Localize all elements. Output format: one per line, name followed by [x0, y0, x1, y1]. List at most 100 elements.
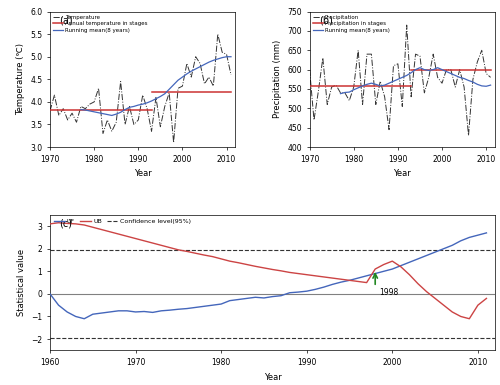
- X-axis label: Year: Year: [394, 169, 411, 178]
- Precipitation: [382, 94, 388, 99]
- Temperature: [148, 129, 154, 134]
- Running mean(8 years): [466, 78, 471, 83]
- Running mean(8 years): [100, 111, 106, 116]
- Running mean(8 years): [122, 107, 128, 112]
- Running mean(8 years): [206, 60, 212, 64]
- Temperature: [104, 118, 110, 122]
- UF: [484, 231, 490, 235]
- Precipitation: [373, 102, 379, 107]
- Precipitation: [324, 102, 330, 107]
- Precipitation: [461, 85, 467, 89]
- Precipitation: [342, 90, 348, 95]
- Precipitation: [417, 54, 423, 59]
- Temperature: [100, 131, 106, 136]
- Legend: UF, UB, Confidence level(95%): UF, UB, Confidence level(95%): [53, 218, 192, 224]
- Temperature: [109, 129, 115, 134]
- Running mean(8 years): [162, 92, 168, 96]
- Precipitation: [408, 94, 414, 99]
- Precipitation: [377, 79, 383, 84]
- Line: Precipitation: Precipitation: [310, 25, 490, 136]
- Legend: Precipitation, Precipitation in stages, Running mean(8 years): Precipitation, Precipitation in stages, …: [312, 14, 390, 33]
- Precipitation: [444, 67, 450, 72]
- Running mean(8 years): [224, 54, 230, 59]
- Running mean(8 years): [434, 65, 440, 70]
- Precipitation: [346, 98, 352, 103]
- Text: 1998: 1998: [380, 288, 398, 297]
- Running mean(8 years): [144, 100, 150, 105]
- Running mean(8 years): [202, 62, 207, 67]
- Precipitation: [412, 52, 418, 57]
- Temperature: [158, 124, 164, 129]
- Text: (a): (a): [60, 16, 73, 26]
- Running mean(8 years): [373, 82, 379, 87]
- Running mean(8 years): [368, 81, 374, 85]
- Running mean(8 years): [483, 84, 489, 89]
- Running mean(8 years): [188, 69, 194, 74]
- Temperature: [47, 109, 53, 113]
- Running mean(8 years): [126, 105, 132, 110]
- UB: [484, 296, 490, 301]
- UB: [338, 277, 344, 281]
- Running mean(8 years): [386, 81, 392, 85]
- Temperature: [86, 102, 92, 107]
- UF: [261, 296, 267, 300]
- Running mean(8 years): [148, 99, 154, 103]
- Running mean(8 years): [91, 109, 97, 114]
- Line: UB: UB: [50, 223, 486, 319]
- UB: [90, 225, 96, 229]
- Temperature: [144, 106, 150, 111]
- Running mean(8 years): [422, 67, 428, 72]
- Line: Running mean(8 years): Running mean(8 years): [340, 68, 490, 94]
- Running mean(8 years): [342, 90, 348, 95]
- Running mean(8 years): [180, 75, 186, 79]
- Temperature: [136, 118, 141, 122]
- UF: [90, 312, 96, 316]
- UB: [286, 270, 292, 275]
- Precipitation: [470, 77, 476, 82]
- UB: [56, 221, 62, 225]
- Temperature: [215, 32, 221, 37]
- UB: [466, 316, 472, 321]
- Precipitation: [483, 71, 489, 76]
- Running mean(8 years): [364, 82, 370, 87]
- Temperature: [206, 75, 212, 79]
- Running mean(8 years): [408, 70, 414, 75]
- Temperature: [184, 61, 190, 66]
- Temperature: [188, 75, 194, 79]
- Running mean(8 years): [360, 84, 366, 88]
- Running mean(8 years): [170, 82, 176, 87]
- Temperature: [82, 106, 88, 111]
- Running mean(8 years): [444, 69, 450, 74]
- Precipitation: [448, 67, 454, 72]
- Running mean(8 years): [78, 107, 84, 112]
- Temperature: [56, 113, 62, 118]
- Precipitation: [390, 64, 396, 68]
- Temperature: [131, 122, 137, 127]
- Temperature: [52, 93, 58, 97]
- Running mean(8 years): [456, 75, 462, 80]
- Running mean(8 years): [390, 79, 396, 84]
- Running mean(8 years): [131, 104, 137, 109]
- Precipitation: [328, 85, 334, 89]
- Running mean(8 years): [350, 87, 356, 92]
- Precipitation: [395, 62, 401, 66]
- Running mean(8 years): [96, 110, 102, 115]
- Precipitation: [452, 85, 458, 89]
- Running mean(8 years): [412, 67, 418, 72]
- Precipitation: [368, 52, 374, 57]
- Precipitation in stages: [306, 84, 312, 89]
- Running mean(8 years): [417, 65, 423, 70]
- Temperature: [166, 90, 172, 95]
- Running mean(8 years): [470, 80, 476, 84]
- Running mean(8 years): [82, 108, 88, 112]
- Precipitation: [488, 75, 494, 80]
- Precipitation: [430, 52, 436, 57]
- UF: [81, 316, 87, 321]
- Precipitation: [422, 90, 428, 95]
- Text: (c): (c): [59, 219, 72, 229]
- Running mean(8 years): [355, 85, 361, 90]
- Precipitation: [338, 90, 344, 95]
- Precipitation: [350, 85, 356, 89]
- Temperature: [69, 111, 75, 116]
- Annual temperature in stages: [47, 108, 53, 112]
